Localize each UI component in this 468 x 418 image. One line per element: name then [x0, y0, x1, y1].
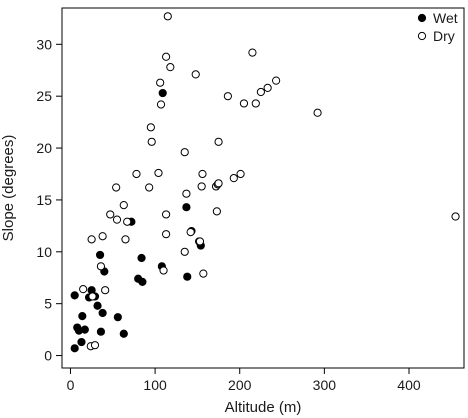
dry-point — [147, 137, 156, 146]
wet-point — [93, 301, 102, 310]
wet-point — [137, 253, 146, 263]
dry-point — [159, 266, 168, 275]
dry-point — [180, 148, 189, 157]
dry-point — [199, 269, 208, 278]
wet-point — [96, 327, 106, 336]
dry-point — [161, 210, 171, 219]
dry-point — [214, 137, 223, 146]
dry-point — [132, 169, 141, 179]
dry-point — [214, 179, 223, 188]
dry-point — [182, 189, 191, 198]
dry-point — [98, 232, 107, 241]
wet-point — [182, 203, 191, 212]
y-tick-label: 30 — [36, 36, 52, 52]
dry-point — [161, 230, 171, 239]
dry-point — [236, 169, 245, 179]
dry-legend-label: Dry — [433, 28, 455, 44]
dry-point — [195, 237, 205, 246]
x-axis-title: Altitude (m) — [225, 399, 302, 416]
wet-point — [95, 250, 105, 260]
dry-point — [96, 262, 106, 271]
dry-point — [451, 212, 460, 221]
data-points — [70, 12, 460, 353]
dry-point — [161, 52, 171, 61]
dry-point — [223, 92, 232, 101]
dry-point — [88, 292, 97, 301]
dry-point — [180, 247, 189, 256]
dry-point — [156, 100, 166, 109]
wet-point — [113, 313, 122, 322]
dry-point — [248, 48, 257, 57]
dry-point — [145, 183, 154, 192]
dry-point — [106, 210, 115, 219]
x-tick-label: 200 — [228, 377, 252, 393]
dry-point — [101, 286, 110, 295]
wet-point — [70, 344, 79, 353]
y-tick-label: 25 — [36, 88, 52, 104]
dry-point — [166, 63, 175, 72]
wet-point — [119, 329, 128, 338]
x-axis: 0 100 200 300 400 — [67, 368, 421, 393]
wet-point — [80, 325, 89, 334]
wet-point — [138, 277, 147, 286]
y-tick-label: 10 — [36, 244, 52, 260]
y-tick-label: 15 — [36, 192, 52, 208]
dry-point — [119, 201, 128, 210]
dry-point — [197, 182, 206, 191]
y-tick-label: 20 — [36, 140, 52, 156]
dry-point — [87, 235, 96, 244]
dry-point — [263, 83, 272, 92]
dry-point — [239, 99, 249, 108]
wet-point — [70, 291, 79, 300]
dry-point — [229, 174, 238, 183]
dry-point — [79, 285, 88, 294]
dry-point — [256, 87, 265, 97]
y-axis-title: Slope (degrees) — [0, 135, 17, 242]
wet-point — [77, 337, 86, 347]
dry-point — [163, 12, 172, 21]
x-tick-label: 0 — [67, 377, 75, 393]
dry-point — [198, 169, 207, 179]
wet-legend-label: Wet — [433, 10, 458, 26]
dry-point — [251, 99, 260, 108]
wet-point — [183, 272, 192, 281]
dry-point — [112, 215, 122, 224]
dry-point — [272, 76, 281, 85]
dry-point — [156, 78, 165, 87]
dry-point — [191, 70, 200, 79]
x-tick-label: 300 — [313, 377, 337, 393]
legend: Wet Dry — [417, 10, 458, 44]
wet-legend-marker — [417, 13, 427, 23]
plot-frame — [61, 7, 465, 369]
dry-point — [313, 108, 322, 117]
dry-point — [123, 217, 132, 226]
wet-point — [78, 312, 87, 321]
dry-point — [90, 341, 100, 350]
y-axis: 0 5 10 15 20 25 30 — [36, 36, 62, 364]
dry-point — [186, 227, 195, 237]
wet-point — [98, 308, 107, 318]
dry-point — [212, 207, 221, 216]
y-tick-label: 5 — [44, 296, 52, 312]
dry-point — [146, 123, 155, 132]
x-tick-label: 100 — [143, 377, 167, 393]
x-tick-label: 400 — [397, 377, 421, 393]
dry-legend-marker — [417, 31, 427, 41]
dry-point — [112, 183, 121, 192]
wet-point — [158, 88, 167, 98]
y-tick-label: 0 — [44, 348, 52, 364]
dry-point — [121, 235, 130, 244]
dry-point — [154, 168, 163, 178]
